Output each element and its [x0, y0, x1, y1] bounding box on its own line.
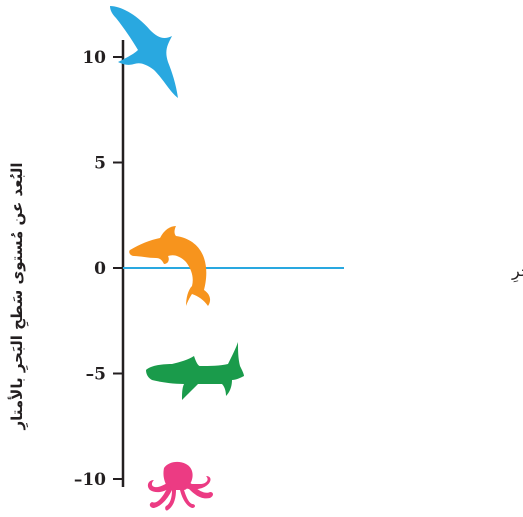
tick-label: –10: [74, 470, 106, 490]
seagull-icon: [110, 6, 178, 98]
sea-level-label: مُستَوى سَطحِ البَحرِ: [511, 261, 523, 284]
tick-label: 5: [94, 154, 106, 174]
shark-icon: [146, 342, 244, 400]
dolphin-icon: [129, 226, 211, 306]
axis-ticks: 10 5 0 –5 –10: [74, 48, 123, 490]
octopus-icon: [147, 461, 213, 511]
axis-title: البُعد عن مُستوى سَطحِ البَحرِ بالأمتارِ: [8, 162, 29, 430]
tick-label: –5: [86, 365, 106, 385]
tick-label: 0: [94, 259, 106, 279]
tick-label: 10: [82, 48, 106, 68]
